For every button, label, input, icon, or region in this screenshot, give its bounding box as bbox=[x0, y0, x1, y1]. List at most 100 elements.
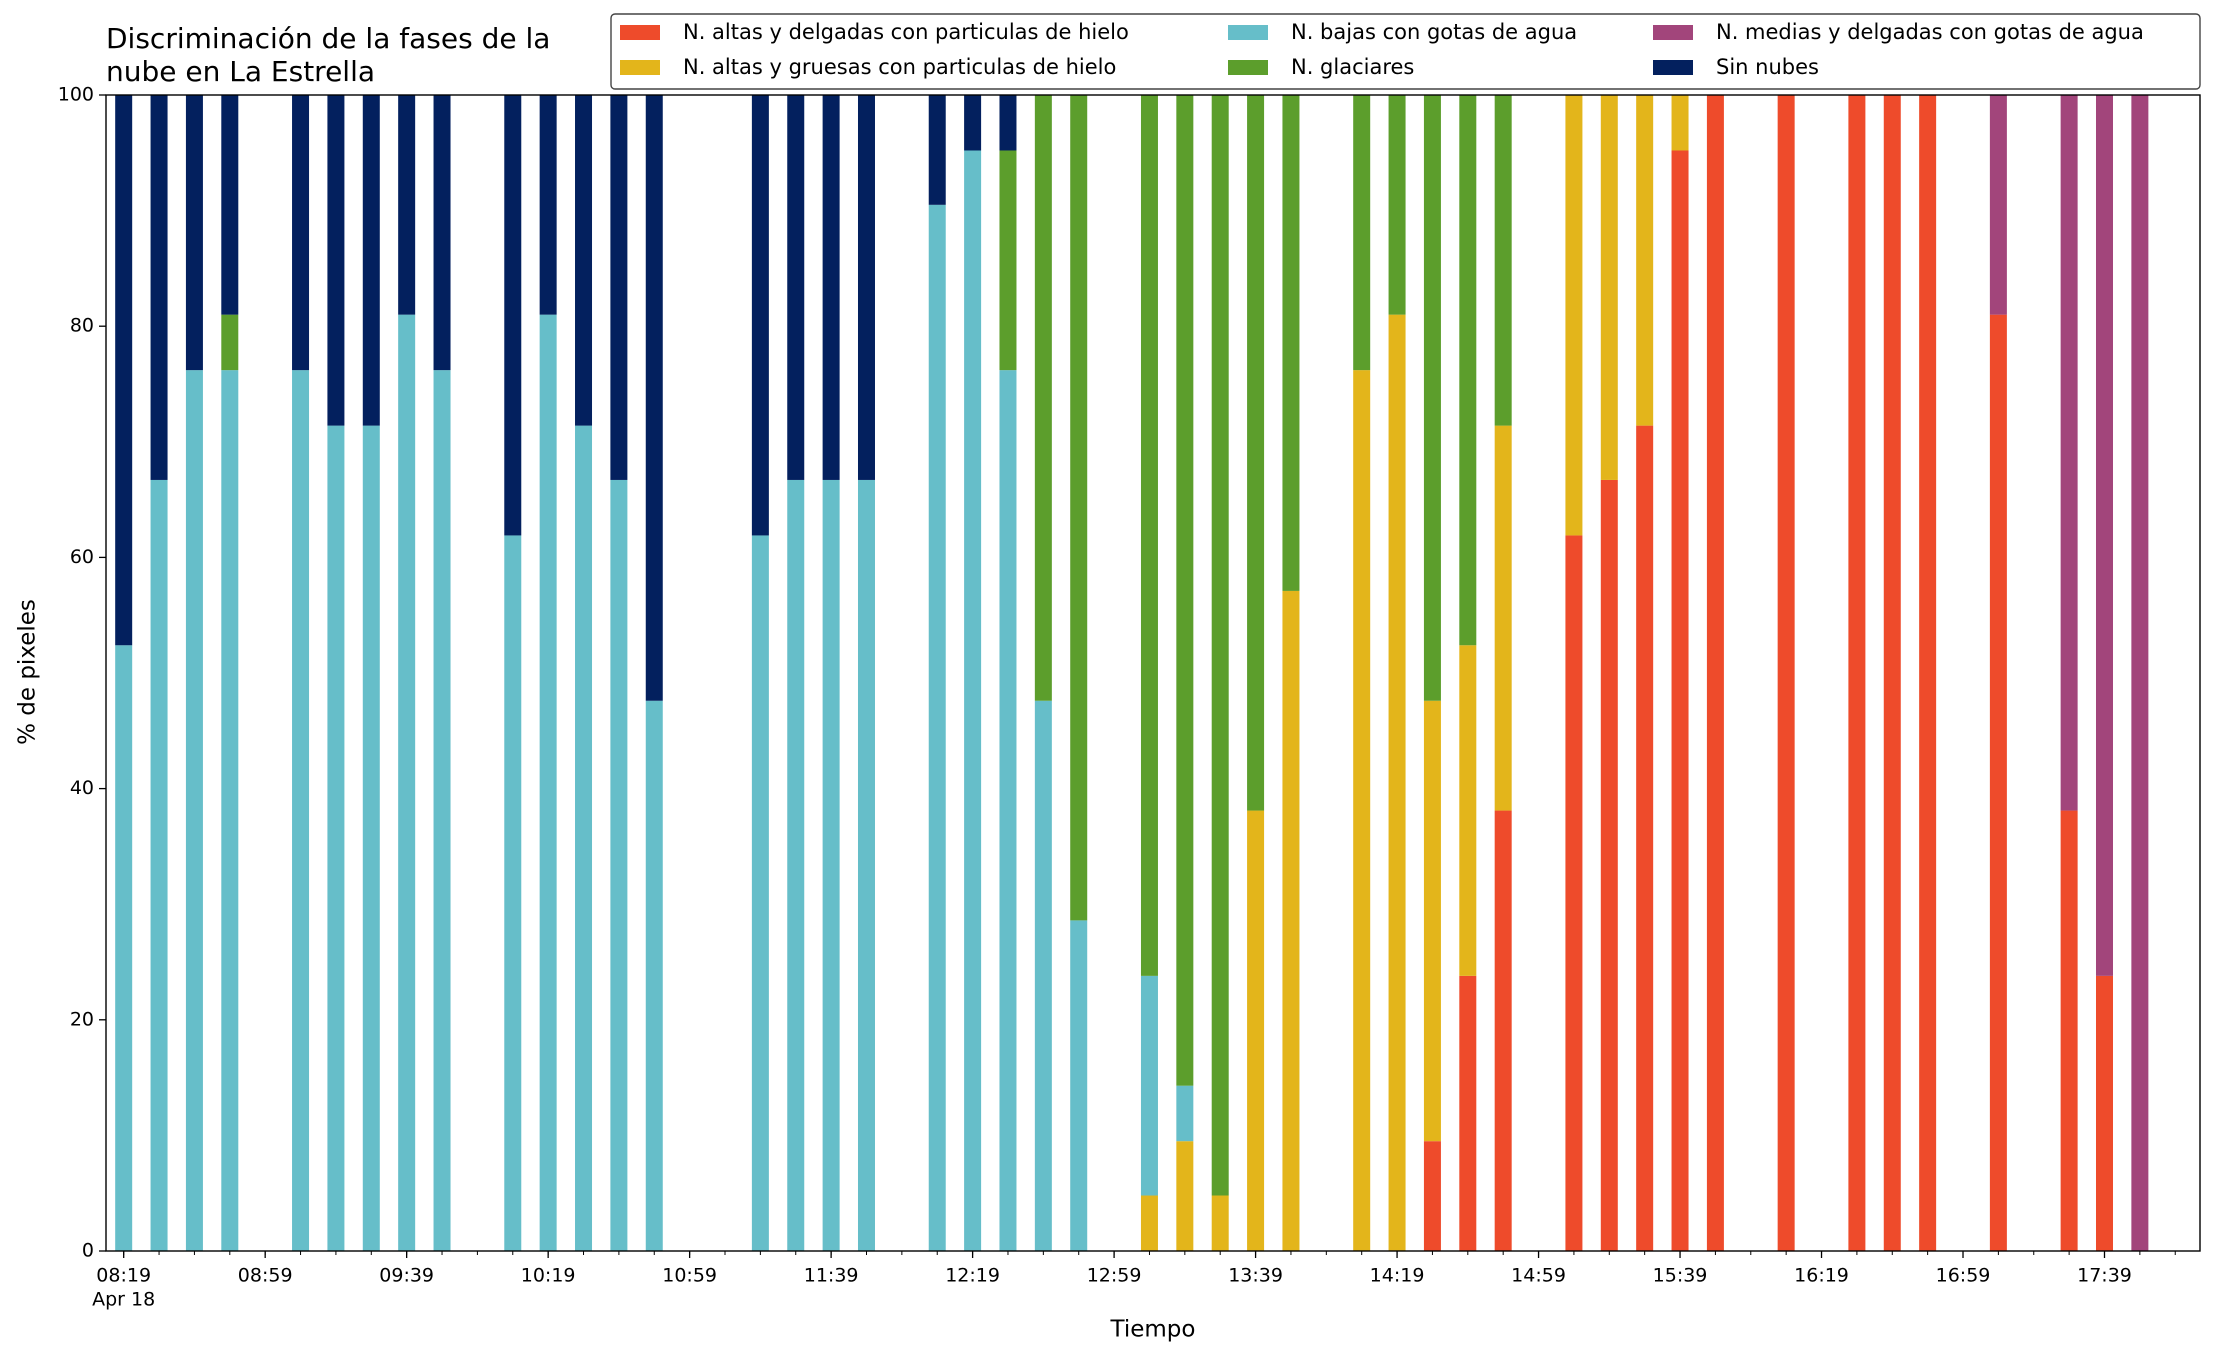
bar-segment bbox=[1883, 95, 1901, 1251]
bar-segment bbox=[1494, 810, 1512, 1251]
bar-segment bbox=[433, 370, 451, 1251]
bar-segment bbox=[645, 95, 663, 701]
legend-box bbox=[610, 13, 2201, 90]
bar-segment bbox=[1565, 95, 1583, 536]
bar-segment bbox=[1140, 975, 1158, 1196]
bar-segment bbox=[1459, 645, 1477, 976]
bar-segment bbox=[857, 479, 875, 1251]
bar-segment bbox=[1176, 1141, 1194, 1251]
bar-segment bbox=[1353, 370, 1371, 1251]
bar-segment bbox=[221, 370, 239, 1251]
bar-segment bbox=[362, 95, 380, 426]
bar-segment bbox=[398, 314, 416, 1251]
bar-segment bbox=[610, 95, 628, 480]
bar-segment bbox=[185, 370, 203, 1251]
bar-segment bbox=[1671, 150, 1689, 1251]
x-tick-label: 10:19 bbox=[521, 1265, 576, 1287]
bar-segment bbox=[822, 95, 840, 480]
bar-segment bbox=[857, 95, 875, 480]
legend-label: Sin nubes bbox=[1716, 55, 1819, 79]
bar-segment bbox=[398, 95, 416, 315]
bar-segment bbox=[504, 95, 522, 536]
bar-segment bbox=[539, 95, 557, 315]
bar-segment bbox=[1034, 700, 1052, 1251]
bar-segment bbox=[327, 95, 345, 426]
bar-segment bbox=[964, 150, 982, 1251]
bar-segment bbox=[1423, 700, 1441, 1142]
bar-segment bbox=[1247, 95, 1265, 811]
x-tick-label: 15:39 bbox=[1653, 1265, 1708, 1287]
bar-segment bbox=[150, 95, 168, 480]
legend-swatch bbox=[1653, 25, 1693, 40]
x-tick-label: 12:19 bbox=[945, 1265, 1000, 1287]
bar-segment bbox=[1423, 1141, 1441, 1251]
x-tick-label: 16:59 bbox=[1936, 1265, 1991, 1287]
bar-segment bbox=[1706, 95, 1724, 1251]
bar-segment bbox=[2095, 95, 2113, 976]
x-tick-label: 08:19 bbox=[96, 1265, 151, 1287]
legend-label: N. glaciares bbox=[1291, 55, 1414, 79]
bar-segment bbox=[999, 150, 1017, 371]
bar-segment bbox=[1140, 95, 1158, 976]
bar-segment bbox=[1070, 95, 1088, 921]
bar-segment bbox=[221, 95, 239, 315]
bar-segment bbox=[751, 535, 769, 1251]
y-tick-label: 80 bbox=[70, 315, 94, 337]
bar-segment bbox=[928, 204, 946, 1251]
x-tick-label: 14:19 bbox=[1370, 1265, 1425, 1287]
bar-segment bbox=[2060, 95, 2078, 811]
x-tick-label: 13:39 bbox=[1228, 1265, 1283, 1287]
bar-segment bbox=[115, 95, 133, 646]
bar-segment bbox=[1423, 95, 1441, 701]
x-tick-label: 10:59 bbox=[662, 1265, 717, 1287]
legend-swatch bbox=[1228, 60, 1268, 75]
y-tick-label: 100 bbox=[58, 84, 94, 106]
bar-segment bbox=[787, 95, 805, 480]
bar-segment bbox=[150, 479, 168, 1251]
x-tick-label: 17:39 bbox=[2077, 1265, 2132, 1287]
legend-label: N. bajas con gotas de agua bbox=[1291, 20, 1577, 44]
bar-segment bbox=[1848, 95, 1866, 1251]
bar-segment bbox=[1636, 425, 1654, 1252]
bar-segment bbox=[1176, 1085, 1194, 1142]
bar-segment bbox=[1600, 479, 1618, 1251]
y-tick-label: 20 bbox=[70, 1008, 94, 1030]
bar-segment bbox=[292, 370, 310, 1251]
y-axis-label: % de pixeles bbox=[15, 599, 41, 745]
bar-segment bbox=[1459, 95, 1477, 646]
bar-segment bbox=[1600, 95, 1618, 480]
bar-segment bbox=[575, 95, 593, 426]
bar-segment bbox=[610, 479, 628, 1251]
bar-segment bbox=[1919, 95, 1937, 1251]
bar-segment bbox=[433, 95, 451, 371]
bar-segment bbox=[362, 425, 380, 1252]
x-tick-label: 14:59 bbox=[1511, 1265, 1566, 1287]
bar-segment bbox=[2131, 95, 2149, 1251]
x-axis-label: Tiempo bbox=[1110, 1317, 1196, 1343]
bar-segment bbox=[504, 535, 522, 1251]
bar-segment bbox=[1070, 920, 1088, 1251]
bar-segment bbox=[645, 700, 663, 1251]
x-tick-label: 08:59 bbox=[238, 1265, 293, 1287]
bar-segment bbox=[751, 95, 769, 536]
legend-swatch bbox=[1653, 60, 1693, 75]
bar-segment bbox=[928, 95, 946, 205]
y-tick-label: 0 bbox=[82, 1240, 94, 1262]
bar-segment bbox=[1989, 314, 2007, 1251]
bar-segment bbox=[1494, 425, 1512, 811]
bar-segment bbox=[2095, 975, 2113, 1251]
chart-title: Discriminación de la fases de la bbox=[106, 22, 550, 55]
bar-segment bbox=[221, 314, 239, 371]
bar-segment bbox=[327, 425, 345, 1252]
bar-segment bbox=[1211, 95, 1229, 1196]
chart-title: nube en La Estrella bbox=[106, 55, 375, 88]
bar-segment bbox=[1034, 95, 1052, 701]
legend-label: N. altas y gruesas con particulas de hie… bbox=[683, 55, 1116, 79]
bar-segment bbox=[964, 95, 982, 151]
x-tick-label: 12:59 bbox=[1087, 1265, 1142, 1287]
bar-segment bbox=[1247, 810, 1265, 1251]
plot-frame bbox=[105, 94, 2201, 1252]
legend-label: N. altas y delgadas con particulas de hi… bbox=[683, 20, 1129, 44]
